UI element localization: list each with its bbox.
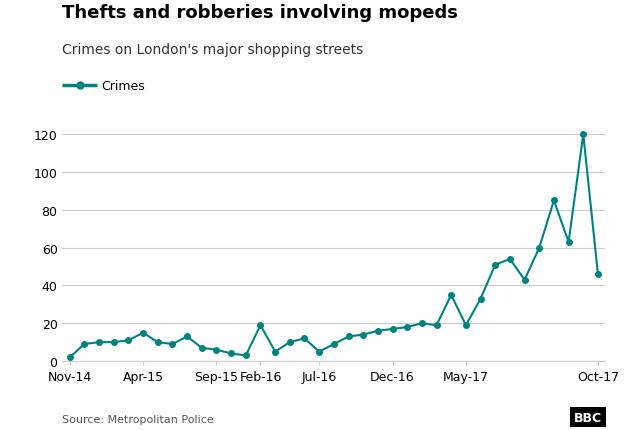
Text: Crimes on London's major shopping streets: Crimes on London's major shopping street… [62,43,364,57]
Text: Source: Metropolitan Police: Source: Metropolitan Police [62,414,214,424]
Text: Crimes: Crimes [101,80,145,92]
Text: Thefts and robberies involving mopeds: Thefts and robberies involving mopeds [62,4,458,22]
Text: BBC: BBC [574,411,602,424]
